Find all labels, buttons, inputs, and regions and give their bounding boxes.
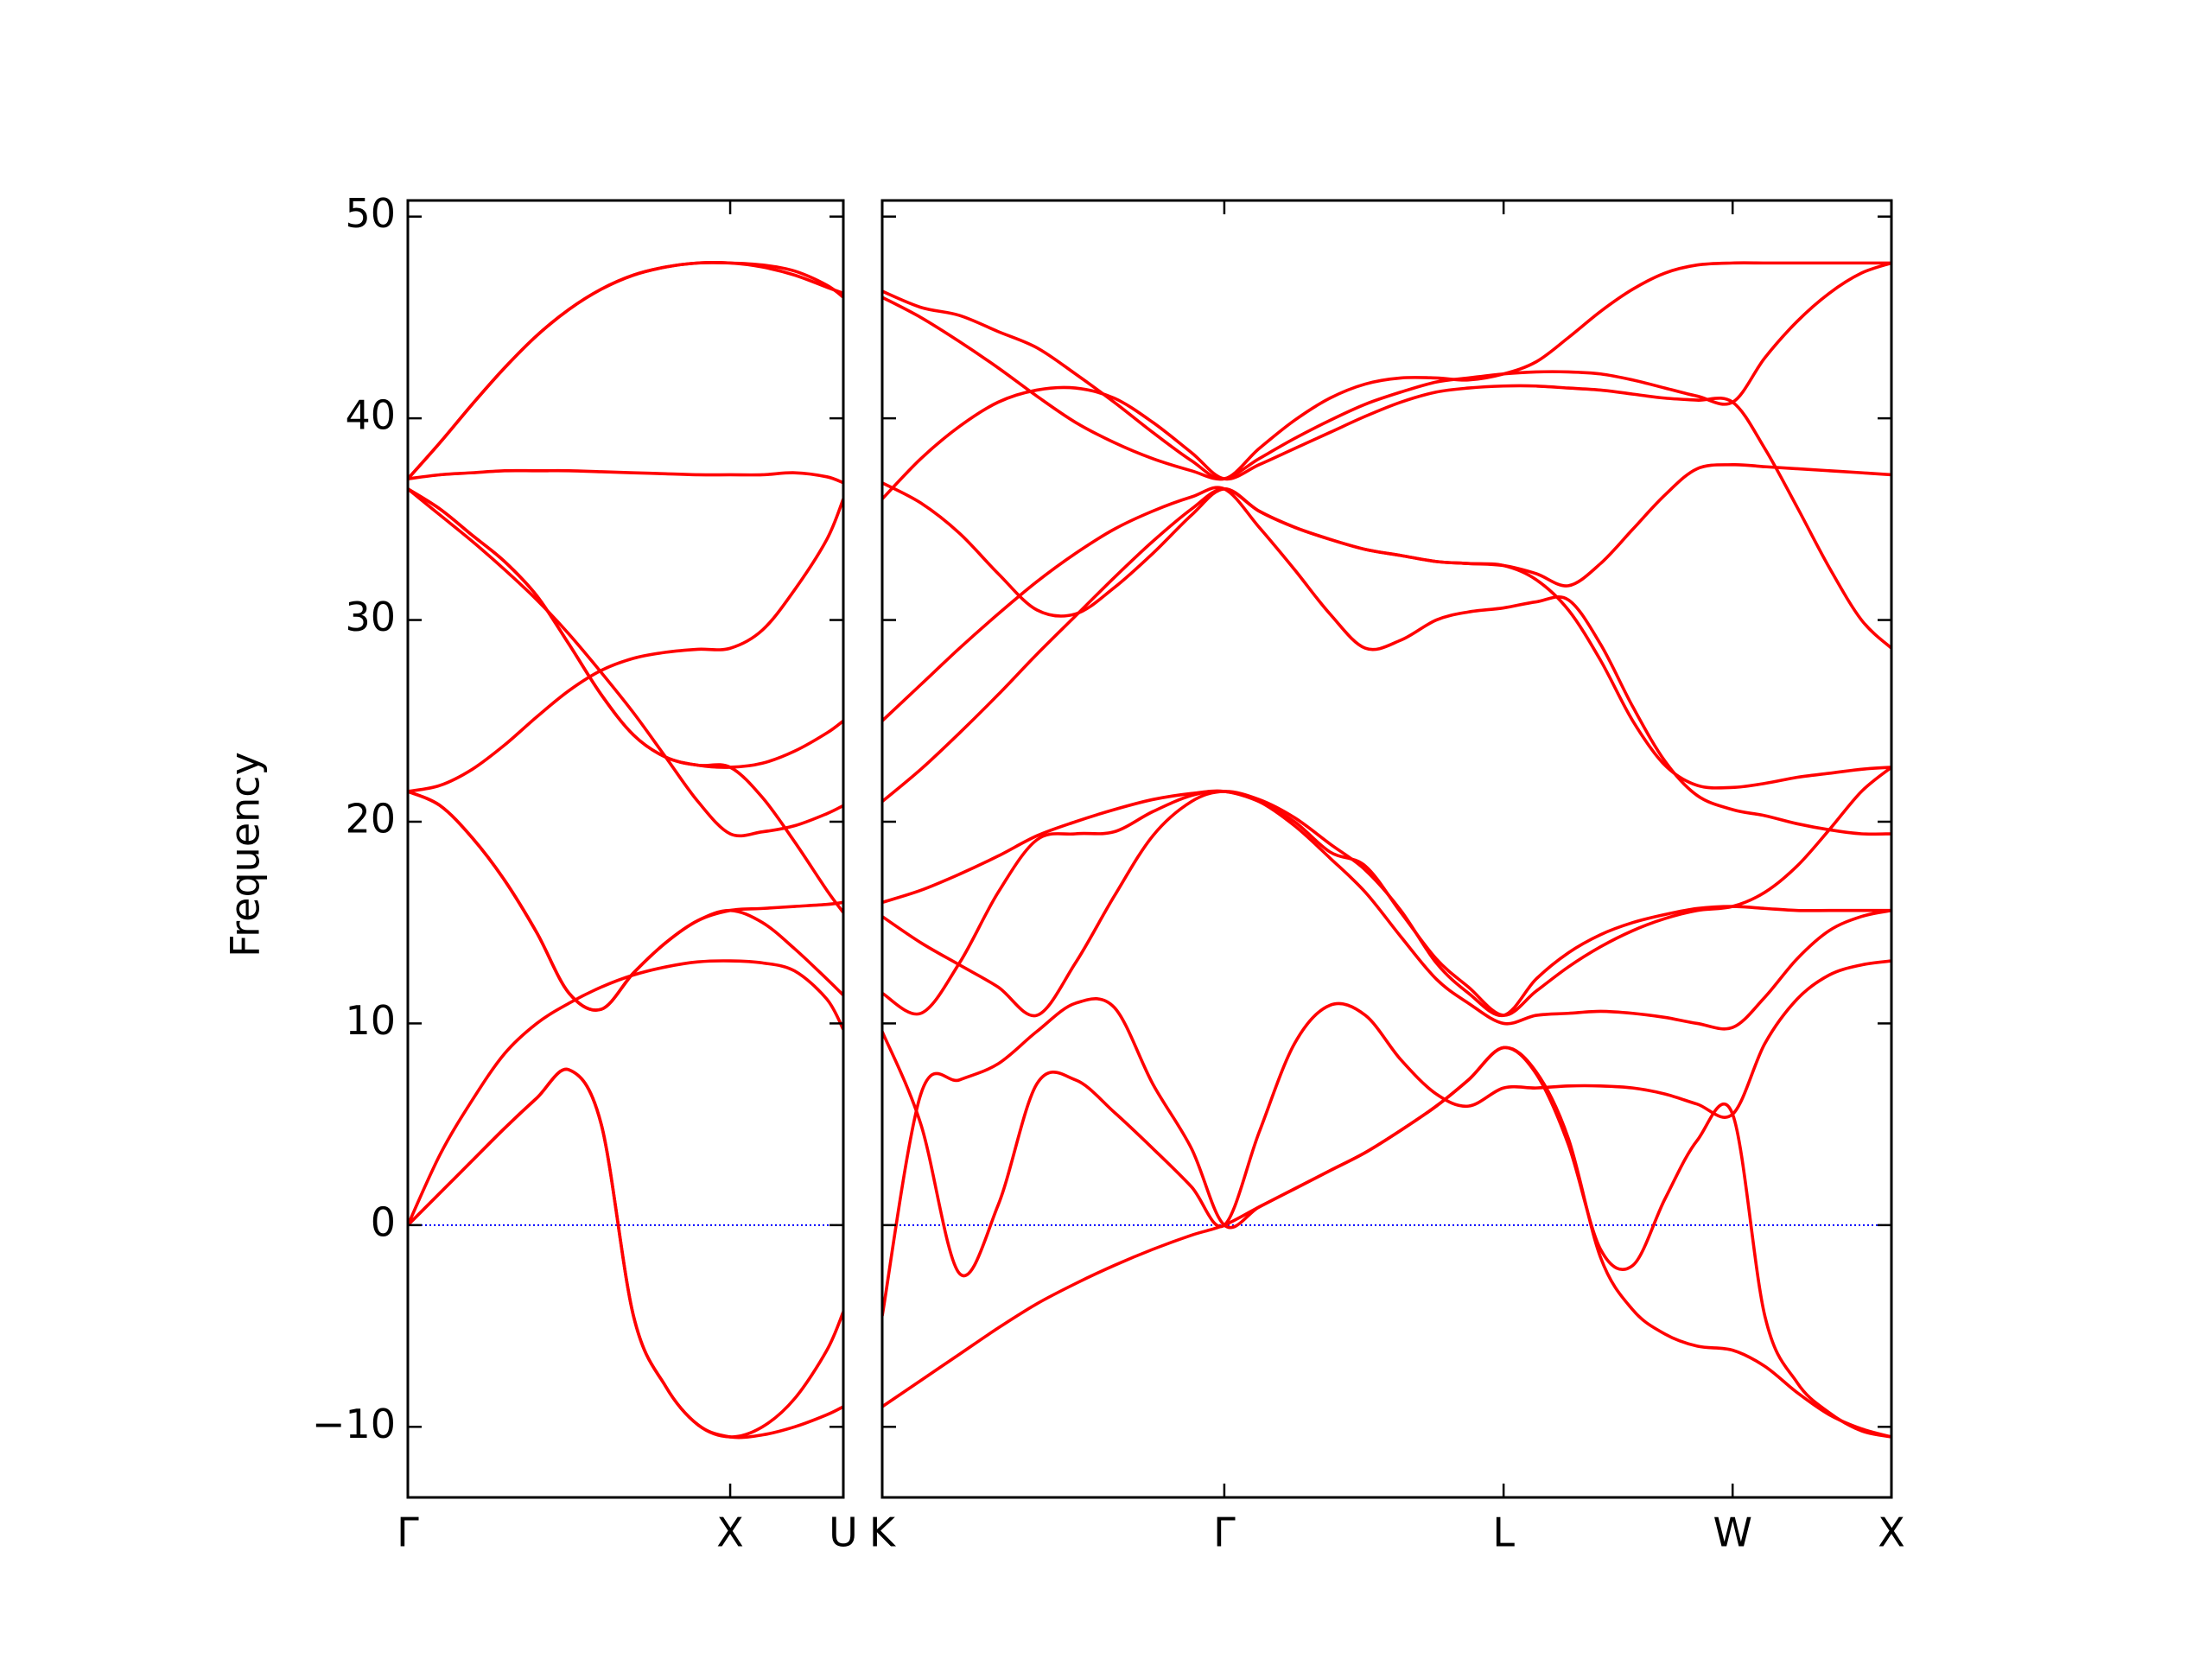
band-line (408, 498, 843, 793)
y-axis-label: Frequency (222, 752, 269, 957)
y-tick-label: 20 (345, 795, 396, 842)
band-line (882, 1046, 1891, 1439)
y-tick-label: −10 (312, 1401, 396, 1447)
band-line (408, 487, 843, 914)
x-tick-label: Γ (1213, 1510, 1236, 1556)
x-tick-label: W (1713, 1510, 1751, 1556)
y-tick-label: 0 (371, 1198, 396, 1245)
band-line (408, 790, 843, 1012)
axes-frame (406, 199, 845, 1499)
band-line (882, 261, 1891, 481)
band-line (408, 959, 843, 1226)
band-line (882, 790, 1891, 1018)
x-tick-label: K (869, 1510, 897, 1556)
x-tick-label: X (716, 1510, 744, 1556)
x-tick-label: L (1492, 1510, 1515, 1556)
y-tick-label: 40 (345, 392, 396, 439)
band-line (882, 789, 1891, 1031)
y-tick-label: 50 (345, 190, 396, 237)
band-line (882, 384, 1891, 650)
band-line (882, 261, 1891, 481)
band-line (408, 1067, 843, 1439)
axes-frame (880, 199, 1893, 1499)
y-tick-label: 10 (345, 997, 396, 1044)
x-tick-label: Γ (397, 1510, 419, 1556)
x-tick-label: X (1878, 1510, 1905, 1556)
x-tick-label: U (829, 1510, 858, 1556)
band-line (408, 468, 843, 485)
y-tick-label: 30 (345, 594, 396, 640)
band-line (882, 487, 1891, 804)
band-line (408, 261, 843, 480)
band-line (408, 487, 843, 838)
band-line (882, 486, 1891, 836)
